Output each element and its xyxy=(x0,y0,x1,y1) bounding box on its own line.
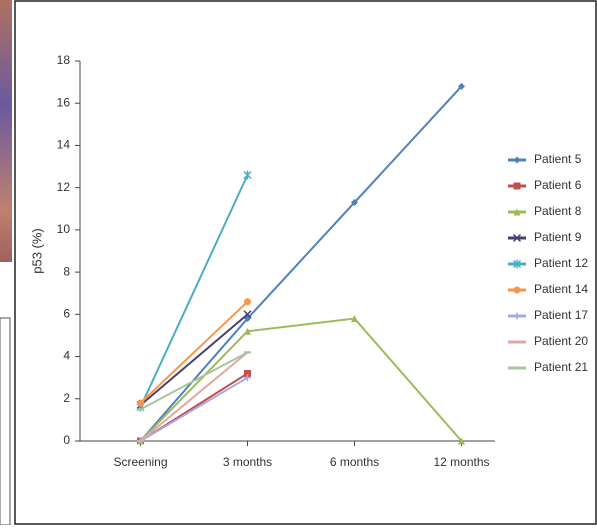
data-point xyxy=(244,298,251,306)
series-line xyxy=(139,174,249,408)
data-point xyxy=(244,369,251,377)
legend-marker xyxy=(513,182,521,190)
legend-marker xyxy=(513,156,521,164)
data-point xyxy=(351,315,358,323)
y-axis-label: p53 (%) xyxy=(29,228,44,274)
data-point xyxy=(243,310,252,319)
y-tick-label: 0 xyxy=(63,433,70,447)
y-tick-label: 12 xyxy=(57,180,71,194)
data-point xyxy=(458,437,465,445)
series-line xyxy=(139,313,249,406)
y-tick-label: 2 xyxy=(63,391,70,405)
data-point xyxy=(243,170,252,180)
y-tick-label: 10 xyxy=(57,222,71,236)
y-tick-label: 14 xyxy=(57,138,71,152)
legend-marker xyxy=(513,312,521,320)
y-tick-label: 8 xyxy=(63,264,70,278)
y-tick-label: 16 xyxy=(57,95,71,109)
legend-label: Patient 17 xyxy=(534,308,588,322)
data-point xyxy=(137,399,144,407)
series-line xyxy=(139,351,249,442)
data-point xyxy=(244,374,251,382)
data-point xyxy=(458,82,465,90)
series-line xyxy=(139,376,249,442)
legend-label: Patient 5 xyxy=(534,152,582,166)
y-tick-label: 6 xyxy=(63,307,70,321)
x-tick-label: Screening xyxy=(113,455,167,469)
x-tick-label: 3 months xyxy=(223,455,272,469)
y-tick-label: 18 xyxy=(57,53,71,67)
legend-label: Patient 12 xyxy=(534,256,588,270)
legend-marker xyxy=(512,259,522,269)
y-tick-label: 4 xyxy=(63,349,70,363)
series-line xyxy=(139,317,463,442)
legend-label: Patient 20 xyxy=(534,334,588,348)
legend-label: Patient 9 xyxy=(534,230,582,244)
side-image xyxy=(0,0,12,262)
legend-label: Patient 21 xyxy=(534,360,588,374)
legend-label: Patient 8 xyxy=(534,204,582,218)
legend-marker xyxy=(513,286,521,294)
series-line xyxy=(140,351,248,411)
side-panel xyxy=(0,317,11,526)
data-point xyxy=(351,198,358,206)
series-line xyxy=(139,300,249,404)
legend-marker xyxy=(513,208,521,216)
x-tick-label: 6 months xyxy=(330,455,379,469)
legend-label: Patient 14 xyxy=(534,282,588,296)
chart-frame xyxy=(14,0,597,525)
legend-marker xyxy=(512,233,522,243)
data-point xyxy=(244,327,251,335)
legend-label: Patient 6 xyxy=(534,178,582,192)
x-tick-label: 12 months xyxy=(433,455,489,469)
